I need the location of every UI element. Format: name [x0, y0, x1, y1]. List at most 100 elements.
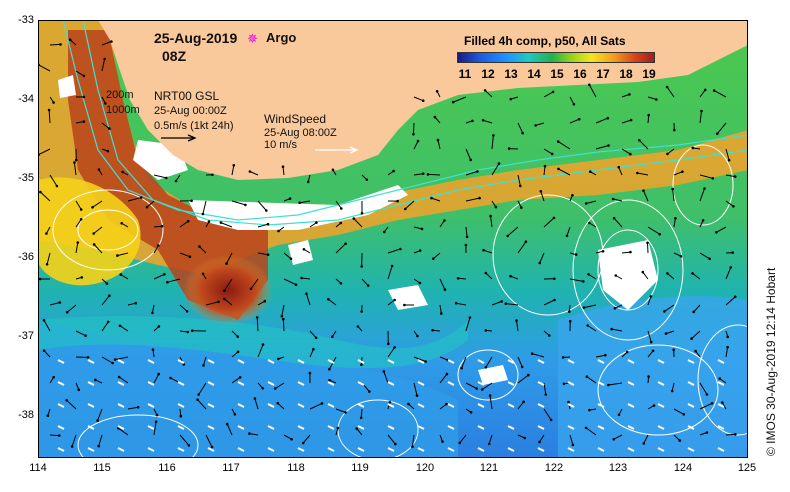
current-arrow-head: [454, 301, 458, 305]
current-arrow: [231, 200, 246, 206]
current-arrow: [277, 402, 285, 410]
current-arrow-head: [478, 196, 481, 200]
current-arrow-head: [538, 440, 541, 444]
current-arrow-head: [169, 376, 172, 380]
current-arrow-head: [238, 376, 242, 379]
cool-water-southeast: [558, 296, 748, 458]
wind-arrow: [177, 425, 185, 430]
wind-arrow: [357, 359, 365, 364]
current-arrow-head: [217, 300, 220, 304]
current-arrow: [725, 174, 736, 178]
current-arrow: [484, 90, 493, 98]
current-arrow-head: [553, 277, 556, 281]
current-arrow-head: [432, 257, 435, 260]
current-arrow-head: [440, 312, 443, 315]
current-arrow-head: [111, 361, 114, 365]
current-arrow: [725, 433, 736, 436]
current-arrow: [587, 325, 597, 332]
current-arrow: [93, 226, 103, 234]
current-arrow-head: [678, 439, 682, 442]
current-arrow: [127, 197, 142, 202]
wind-arrow: [447, 403, 455, 408]
lat-label: -35: [18, 172, 34, 184]
current-arrow: [309, 349, 314, 358]
current-arrow-head: [712, 89, 716, 92]
current-arrow-head: [174, 179, 178, 183]
current-arrow-head: [261, 387, 265, 390]
current-arrow-head: [421, 99, 425, 102]
wind-arrow: [387, 425, 395, 430]
current-arrow: [199, 246, 207, 254]
current-arrow: [535, 122, 545, 126]
current-arrow-head: [266, 222, 270, 226]
current-arrow-head: [157, 372, 160, 376]
current-arrow: [198, 382, 207, 395]
wind-arrow: [237, 403, 245, 408]
current-arrow-head: [393, 298, 396, 302]
current-arrow: [413, 173, 424, 176]
wind-arrow: [597, 381, 605, 386]
wind-arrow: [717, 359, 725, 364]
wind-arrow: [597, 359, 605, 364]
current-arrow-head: [263, 299, 267, 303]
current-arrow-head: [483, 89, 487, 92]
current-arrow: [231, 165, 235, 176]
current-arrow: [281, 304, 285, 317]
current-arrow: [488, 434, 493, 445]
current-arrow-head: [290, 437, 293, 441]
current-arrow: [490, 216, 493, 228]
map-date: 25-Aug-2019: [154, 30, 238, 46]
wind-title: WindSpeed: [264, 112, 327, 126]
current-title: NRT00 GSL: [154, 89, 220, 103]
current-arrow-head: [305, 292, 308, 296]
lon-label: 119: [351, 462, 369, 474]
wind-arrow: [267, 425, 275, 430]
current-arrow-head: [86, 356, 90, 359]
current-arrow: [647, 96, 657, 100]
current-arrow-head: [468, 316, 472, 319]
current-arrow: [437, 139, 441, 150]
current-arrow: [439, 304, 442, 314]
current-arrow-head: [611, 197, 615, 201]
contour-200-label: 200m: [106, 89, 134, 101]
wind-arrow: [657, 359, 665, 364]
current-arrow-head: [97, 168, 101, 171]
current-arrow: [383, 371, 389, 384]
wind-arrow: [147, 359, 155, 364]
current-arrow-head: [360, 265, 364, 268]
colorbar-title: Filled 4h comp, p50, All Sats: [464, 34, 626, 48]
current-arrow-head: [38, 153, 40, 156]
current-arrow: [510, 275, 519, 280]
current-arrow: [699, 252, 710, 260]
current-arrow: [127, 302, 136, 306]
current-arrow: [725, 267, 732, 280]
current-arrow-head: [606, 116, 610, 120]
current-arrow-head: [666, 272, 669, 275]
lon-label: 114: [29, 462, 47, 474]
current-arrow: [543, 382, 547, 395]
current-arrow: [517, 174, 521, 187]
current-arrow: [517, 401, 525, 410]
current-arrow-head: [182, 363, 186, 366]
current-arrow-head: [679, 255, 683, 258]
wind-arrow: [267, 447, 275, 452]
wind-arrow: [387, 447, 395, 452]
current-arrow: [699, 174, 713, 179]
current-arrow-head: [588, 408, 591, 412]
current-arrow-head: [91, 206, 94, 209]
current-arrow: [595, 354, 606, 358]
current-arrow-head: [530, 352, 534, 356]
current-arrow: [75, 200, 82, 210]
current-arrow: [153, 225, 163, 228]
current-arrow-head: [244, 203, 247, 207]
current-arrow-head: [248, 432, 251, 435]
current-arrow: [647, 330, 652, 343]
current-arrow: [205, 434, 213, 448]
current-arrow-head: [649, 295, 653, 298]
current-arrow-head: [80, 276, 84, 279]
current-arrow-head: [65, 399, 68, 402]
current-arrow: [153, 245, 159, 254]
current-arrow-head: [261, 343, 265, 346]
current-arrow: [283, 252, 292, 260]
current-arrow: [387, 265, 393, 280]
